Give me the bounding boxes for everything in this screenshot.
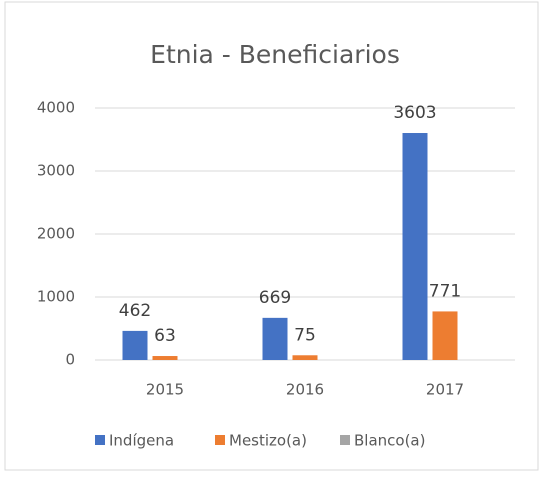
bar xyxy=(152,356,178,360)
y-tick-label: 0 xyxy=(65,351,75,369)
legend-swatch xyxy=(340,435,350,445)
chart-title: Etnia - Beneficiarios xyxy=(150,40,400,69)
y-tick-label: 2000 xyxy=(37,225,75,243)
bar xyxy=(402,133,428,360)
chart-border xyxy=(4,1,539,471)
legend-label: Blanco(a) xyxy=(354,432,425,450)
bar xyxy=(262,317,288,360)
legend-swatch xyxy=(95,435,105,445)
y-tick-label: 1000 xyxy=(37,288,75,306)
x-tick-label: 2017 xyxy=(426,381,464,399)
legend-swatch xyxy=(215,435,225,445)
bar xyxy=(432,311,458,360)
data-label: 462 xyxy=(119,301,151,321)
y-tick-label: 4000 xyxy=(37,99,75,117)
data-label: 3603 xyxy=(393,103,436,123)
legend-label: Indígena xyxy=(109,432,174,450)
data-label: 63 xyxy=(154,326,176,346)
bar xyxy=(292,355,318,360)
data-label: 75 xyxy=(294,325,316,345)
data-label: 669 xyxy=(259,288,291,308)
bar xyxy=(122,330,148,360)
y-tick-label: 3000 xyxy=(37,162,75,180)
x-tick-label: 2015 xyxy=(146,381,184,399)
legend-label: Mestizo(a) xyxy=(229,432,307,450)
data-label: 771 xyxy=(429,281,461,301)
x-tick-label: 2016 xyxy=(286,381,324,399)
